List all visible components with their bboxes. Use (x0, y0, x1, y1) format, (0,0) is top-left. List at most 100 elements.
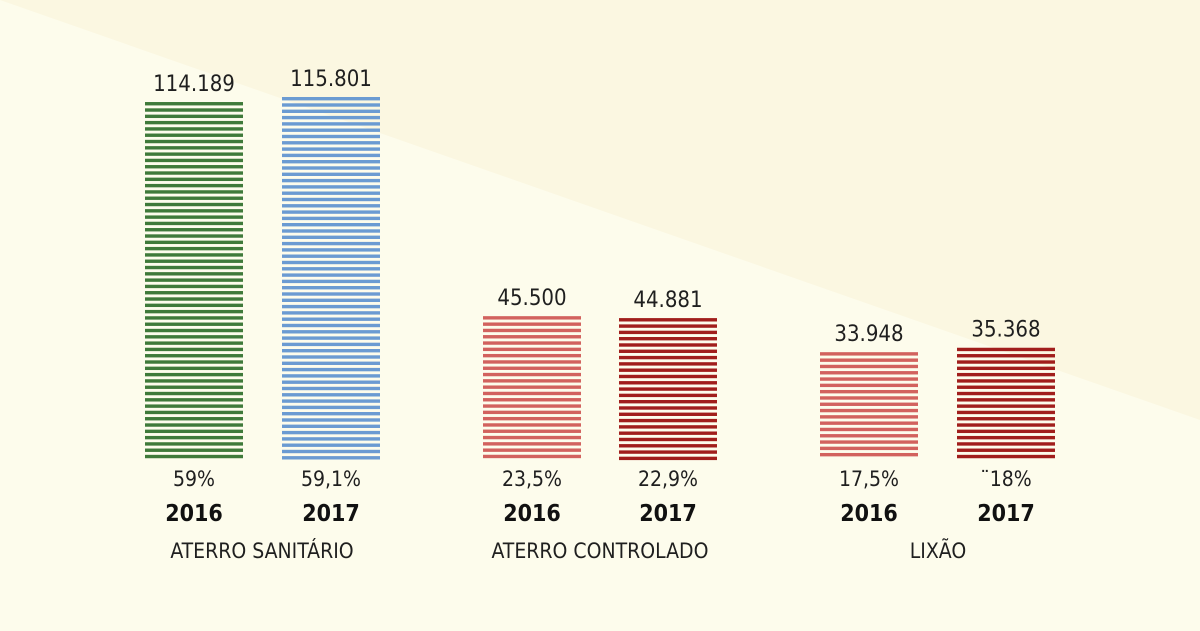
bar-stripe (957, 435, 1055, 440)
bar-stripe (619, 374, 717, 379)
bar-stripe (282, 286, 380, 290)
bar-stripe (282, 229, 380, 233)
bar-stripe (820, 371, 918, 375)
bar-stripe (282, 430, 380, 435)
bar-stripe (282, 273, 380, 277)
group-label: ATERRO CONTROLADO (492, 539, 709, 563)
bar-stripe (483, 372, 581, 377)
bar-stripe (957, 360, 1055, 364)
bar-stripe (483, 341, 581, 345)
bar-stripe (483, 435, 581, 440)
bar-stripe (619, 418, 717, 423)
bar-year-label: 2016 (165, 501, 223, 527)
bar-stripe (483, 442, 581, 446)
chart-marks: 114.189 59% 2016 115.801 59,1% 2017 ATERRO SAN… (145, 67, 1055, 563)
bar-percent-label: ¨18% (980, 467, 1031, 491)
bar-stripe (282, 235, 380, 239)
bar-stripe (145, 322, 243, 326)
bar-stripe (282, 254, 380, 258)
bar-percent-label: 23,5% (502, 467, 562, 491)
bar-stripe (145, 410, 243, 415)
bar-stripe (145, 171, 243, 175)
bar-stripe (957, 354, 1055, 358)
bar-stripe (145, 146, 243, 150)
bar-stripe (619, 318, 717, 322)
bar-stripe (145, 253, 243, 257)
group-label: ATERRO SANITÁRIO (170, 538, 353, 563)
bar-stripe (957, 366, 1055, 371)
bar-stripe (282, 311, 380, 315)
bar-stripe (483, 379, 581, 383)
bar-stripe (957, 391, 1055, 396)
bar-stripe (145, 435, 243, 440)
bar-year-label: 2017 (639, 501, 697, 527)
bar-stripe (282, 374, 380, 378)
bar-lix-o-2017 (957, 347, 1055, 459)
bar-stripe (282, 122, 380, 126)
bar-stripe (483, 391, 581, 396)
bar-stripe (145, 221, 243, 226)
bar-stripe (145, 429, 243, 434)
bar-stripe (145, 120, 243, 125)
bar-stripe (145, 114, 243, 119)
bar-stripe (619, 393, 717, 398)
bar-stripe (145, 372, 243, 377)
bar-stripe (483, 454, 581, 459)
bar-stripe (957, 429, 1055, 434)
bar-stripe (282, 166, 380, 170)
bar-stripe (619, 381, 717, 385)
bar-stripe (957, 423, 1055, 427)
bar-stripe (619, 355, 717, 360)
bar-stripe (145, 423, 243, 427)
bar-stripe (282, 178, 380, 183)
bar-year-label: 2017 (977, 501, 1035, 527)
bar-value-label: 114.189 (153, 72, 235, 97)
bar-stripe (820, 383, 918, 388)
bar-stripe (282, 103, 380, 107)
bar-stripe (957, 385, 1055, 389)
bar-stripe (619, 362, 717, 366)
bar-percent-label: 22,9% (638, 467, 698, 491)
bar-stripe (145, 448, 243, 452)
bar-stripe (145, 366, 243, 371)
bar-stripe (820, 408, 918, 413)
bar-stripe (282, 399, 380, 403)
bar-stripe (619, 336, 717, 341)
bar-stripe (145, 265, 243, 270)
bar-stripe (282, 172, 380, 176)
bar-stripe (957, 417, 1055, 421)
bar-stripe (282, 109, 380, 113)
bar-stripe (483, 366, 581, 370)
bar-stripe (483, 353, 581, 358)
bar-stripe (145, 360, 243, 364)
bar-aterro-sanit-rio-2016 (145, 102, 243, 459)
bar-stripe (820, 377, 918, 381)
bar-stripe (145, 190, 243, 194)
bar-stripe (282, 349, 380, 353)
bar-stripe (282, 292, 380, 296)
bar-stripe (282, 260, 380, 265)
bar-stripe (483, 416, 581, 421)
bar-stripe (145, 133, 243, 137)
bar-year-label: 2017 (302, 501, 360, 527)
bar-stripe (282, 185, 380, 189)
bar-stripe (820, 364, 918, 369)
bar-stripe (282, 216, 380, 221)
bar-percent-label: 59% (173, 467, 215, 491)
bar-stripe (145, 158, 243, 163)
bar-stripe (820, 452, 918, 457)
bar-aterro-controlado-2016 (483, 316, 581, 459)
bar-stripe (820, 358, 918, 362)
bar-stripe (957, 442, 1055, 446)
bar-stripe (619, 330, 717, 335)
bar-aterro-sanit-rio-2017 (282, 97, 380, 460)
bar-stripe (820, 415, 918, 419)
bar-year-label: 2016 (840, 501, 898, 527)
bar-stripe (820, 396, 918, 400)
bar-percent-label: 17,5% (839, 467, 899, 491)
bar-stripe (282, 317, 380, 321)
bar-stripe (282, 424, 380, 428)
bar-stripe (619, 412, 717, 416)
bar-stripe (145, 316, 243, 320)
bar-stripe (282, 449, 380, 454)
